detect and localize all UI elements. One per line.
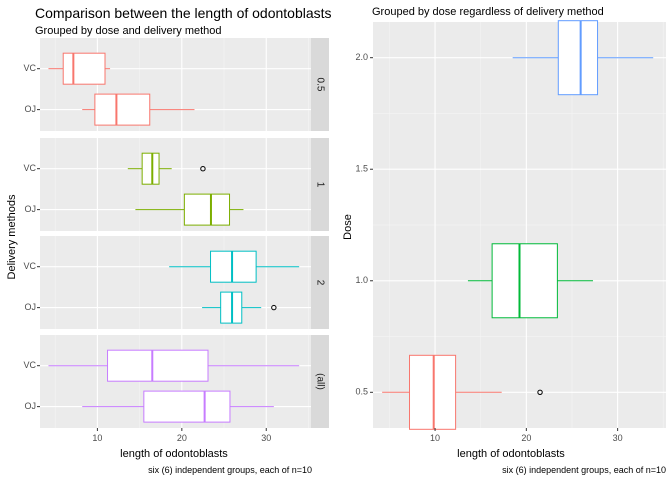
right-box-dose-2	[512, 20, 654, 96]
right-plot	[373, 20, 666, 430]
left-x-tick-label: 30	[261, 433, 271, 443]
right-x-axis-label: length of odontoblasts	[457, 448, 565, 460]
left-caption: six (6) independent groups, each of n=10	[148, 465, 312, 475]
left-y-tick-label: VC	[23, 163, 36, 173]
left-facet-strip-label: 1	[314, 182, 325, 188]
right-box-dose-0	[382, 354, 543, 430]
right-box-dose-1-box	[491, 243, 558, 319]
left-box-oj-box	[183, 193, 231, 226]
left-y-tick-label: OJ	[24, 302, 36, 312]
left-y-tick-label: VC	[23, 63, 36, 73]
left-box-vc	[169, 250, 300, 283]
left-y-tick-label: OJ	[24, 401, 36, 411]
left-box-vc-box	[107, 349, 209, 382]
left-facet-1: 1 VC OJ	[23, 138, 329, 231]
left-box-oj	[135, 193, 244, 226]
left-y-tick-label: VC	[23, 360, 36, 370]
left-x-tick-label: 10	[92, 433, 102, 443]
left-facet-strip-label: 2	[314, 280, 325, 286]
left-y-tick-label: OJ	[24, 104, 36, 114]
right-box-dose-0-box	[409, 354, 457, 430]
left-facet-strip-label: (all)	[314, 373, 325, 390]
left-box-vc	[48, 52, 111, 85]
left-box-oj-box	[94, 93, 151, 126]
left-box-vc	[48, 349, 300, 382]
left-y-tick-label: OJ	[24, 204, 36, 214]
left-facet-strip	[311, 335, 329, 428]
right-x-tick-label: 20	[521, 433, 531, 443]
left-facet-panel	[40, 236, 311, 329]
left-facet-panel	[40, 138, 311, 231]
left-facet-strip	[311, 38, 329, 131]
left-y-axis-label: Delivery methods	[6, 194, 18, 279]
right-y-tick-label: 0.5	[355, 387, 368, 397]
left-facet-2: 2 VC OJ	[23, 236, 329, 329]
right-y-tick-label: 1.5	[355, 164, 368, 174]
left-box-oj	[202, 291, 277, 324]
chart-marks: 0.5 VC OJ 1 VC OJ 2 VC OJ (all) VC OJ 10 20 30 0.5 1.0 1.…	[23, 20, 666, 443]
left-box-oj	[82, 93, 195, 126]
right-box-dose-1	[467, 243, 593, 319]
left-box-oj-box	[143, 390, 231, 423]
left-box-vc-box	[62, 52, 106, 85]
left-box-vc-outlier-0	[200, 165, 206, 172]
right-x-tick-label: 10	[430, 433, 440, 443]
left-facet-strip	[311, 236, 329, 329]
left-x-tick-label: 20	[177, 433, 187, 443]
left-facet-strip-label: 0.5	[314, 78, 325, 92]
right-box-dose-0-outlier-0	[537, 389, 543, 396]
right-y-tick-label: 2.0	[355, 52, 368, 62]
left-facet-3: (all) VC OJ	[23, 335, 329, 428]
left-box-oj-outlier-0	[271, 304, 277, 311]
left-facet-0: 0.5 VC OJ	[23, 38, 329, 131]
right-box-dose-2-box	[557, 20, 599, 96]
right-y-axis-label: Dose	[342, 214, 354, 240]
left-x-axis-label: length of odontoblasts	[120, 448, 228, 460]
right-x-tick-label: 30	[613, 433, 623, 443]
right-title: Grouped by dose regardless of delivery m…	[372, 6, 604, 18]
right-caption: six (6) independent groups, each of n=10	[502, 465, 666, 475]
left-y-tick-label: VC	[23, 261, 36, 271]
left-facet-strip	[311, 138, 329, 231]
left-subtitle: Grouped by dose and delivery method	[35, 25, 222, 37]
right-y-tick-label: 1.0	[355, 275, 368, 285]
left-box-vc	[127, 152, 206, 185]
left-box-vc-box	[210, 250, 257, 283]
left-box-oj	[82, 390, 274, 423]
left-box-vc-box	[141, 152, 160, 185]
left-title: Comparison between the length of odontob…	[35, 5, 332, 21]
